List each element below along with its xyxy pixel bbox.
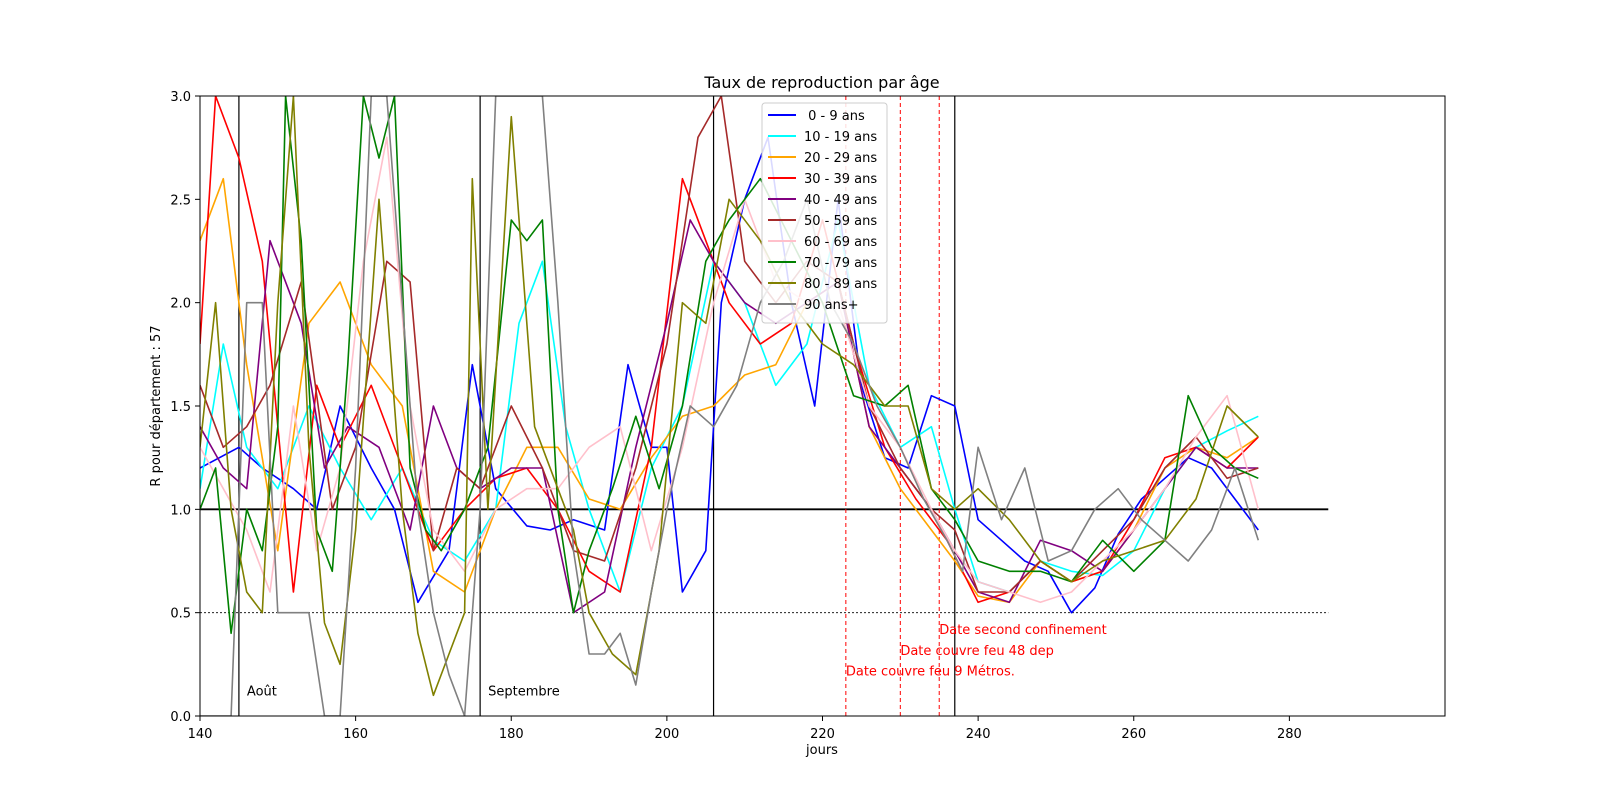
x-tick-label: 140 xyxy=(188,727,213,742)
month-label: Septembre xyxy=(488,684,560,699)
legend-label: 80 - 89 ans xyxy=(804,277,877,292)
y-axis-title: R pour département : 57 xyxy=(149,325,164,486)
month-label: Août xyxy=(247,684,277,699)
y-tick-label: 1.0 xyxy=(170,503,191,518)
series-line-8 xyxy=(200,96,1259,697)
legend-label: 50 - 59 ans xyxy=(804,214,877,229)
x-axis: 140 160 180 200 220 240 260 280 xyxy=(188,716,1302,742)
series-line-4 xyxy=(200,219,1259,614)
x-tick-label: 180 xyxy=(499,727,524,742)
x-tick-label: 160 xyxy=(343,727,368,742)
y-tick-label: 3.0 xyxy=(170,90,191,105)
y-tick-label: 0.5 xyxy=(170,607,191,622)
legend-label: 20 - 29 ans xyxy=(804,151,877,166)
y-tick-label: 2.0 xyxy=(170,297,191,312)
series-line-6 xyxy=(200,136,1260,604)
legend: 0 - 9 ans 10 - 19 ans 20 - 29 ans 30 - 39 a… xyxy=(761,102,888,324)
legend-label: 70 - 79 ans xyxy=(804,256,877,271)
x-tick-label: 240 xyxy=(966,727,991,742)
legend-label: 30 - 39 ans xyxy=(804,172,877,187)
event-label: Date couvre feu 48 dep xyxy=(900,644,1054,659)
y-tick-label: 1.5 xyxy=(170,400,191,415)
x-axis-title: jours xyxy=(805,743,838,758)
series-line-9 xyxy=(200,96,1260,716)
y-tick-label: 2.5 xyxy=(170,193,191,208)
chart-title: Taux de reproduction par âge xyxy=(703,73,939,92)
x-tick-label: 280 xyxy=(1277,727,1302,742)
y-tick-label: 0.0 xyxy=(170,710,191,725)
legend-label: 40 - 49 ans xyxy=(804,193,877,208)
legend-label: 60 - 69 ans xyxy=(804,235,877,250)
annotations: Août Septembre Date couvre feu 9 Métros. Da… xyxy=(247,623,1107,699)
event-label: Date couvre feu 9 Métros. xyxy=(846,665,1015,680)
legend-label: 90 ans+ xyxy=(804,298,859,313)
y-axis: 0.0 0.5 1.0 1.5 2.0 2.5 3.0 xyxy=(170,90,200,725)
legend-label: 0 - 9 ans xyxy=(804,109,865,124)
event-label: Date second confinement xyxy=(939,623,1106,638)
legend-label: 10 - 19 ans xyxy=(804,130,877,145)
x-tick-label: 260 xyxy=(1121,727,1146,742)
x-tick-label: 220 xyxy=(810,727,835,742)
x-tick-label: 200 xyxy=(654,727,679,742)
series-line-7 xyxy=(200,96,1259,635)
plot-frame xyxy=(199,95,1446,717)
plot-area xyxy=(200,96,1329,716)
